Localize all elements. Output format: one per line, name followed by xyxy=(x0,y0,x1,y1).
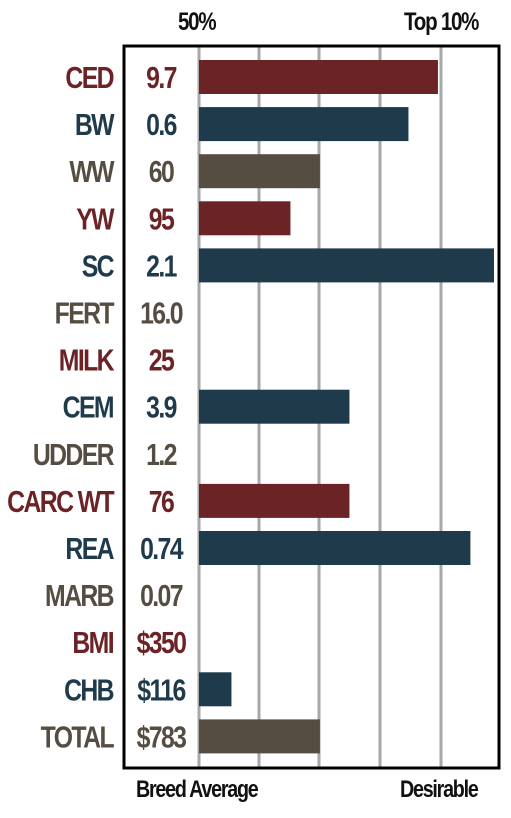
value-label-marb: 0.07 xyxy=(140,578,183,612)
value-label-cem: 3.9 xyxy=(146,390,177,424)
bar-ced xyxy=(199,60,438,94)
bar-sc xyxy=(199,248,494,283)
value-label-bmi: $350 xyxy=(137,626,187,660)
bar-total xyxy=(199,719,320,754)
footer-label-desirable: Desirable xyxy=(400,776,479,803)
value-label-rea: 0.74 xyxy=(140,531,184,565)
trait-label-marb: MARB xyxy=(45,578,113,612)
trait-label-bw: BW xyxy=(75,107,115,141)
trait-label-rea: REA xyxy=(65,531,114,565)
value-label-fert: 16.0 xyxy=(140,296,183,330)
value-label-carc-wt: 76 xyxy=(149,484,174,518)
value-label-milk: 25 xyxy=(149,343,174,377)
value-label-ww: 60 xyxy=(149,155,174,189)
chart-frame xyxy=(122,44,501,770)
bar-rea xyxy=(199,531,471,565)
bar-yw xyxy=(199,201,291,236)
trait-label-total: TOTAL xyxy=(41,720,115,754)
value-label-ced: 9.7 xyxy=(146,60,177,94)
trait-label-sc: SC xyxy=(82,249,115,283)
bar-chb xyxy=(199,672,232,707)
trait-label-carc-wt: CARC WT xyxy=(7,484,114,518)
bar-cem xyxy=(199,389,350,424)
trait-label-bmi: BMI xyxy=(72,626,113,660)
trait-label-cem: CEM xyxy=(63,390,114,424)
value-label-chb: $116 xyxy=(137,673,185,707)
value-label-bw: 0.6 xyxy=(146,107,177,141)
header-label-50-percent: 50% xyxy=(178,8,217,36)
trait-label-ced: CED xyxy=(65,60,114,94)
bar-bw xyxy=(199,107,409,142)
trait-label-ww: WW xyxy=(69,155,115,189)
value-label-total: $783 xyxy=(137,720,187,754)
trait-label-fert: FERT xyxy=(55,296,115,330)
bar-carc-wt xyxy=(199,483,350,518)
header-label-top-10-percent: Top 10% xyxy=(404,8,479,36)
value-label-yw: 95 xyxy=(149,202,174,236)
trait-label-yw: YW xyxy=(76,202,115,236)
trait-label-udder: UDDER xyxy=(33,437,115,471)
footer-label-breed-average: Breed Average xyxy=(136,776,259,803)
trait-label-milk: MILK xyxy=(59,343,115,377)
value-label-sc: 2.1 xyxy=(146,249,177,283)
trait-label-chb: CHB xyxy=(64,673,113,707)
value-label-udder: 1.2 xyxy=(146,437,177,471)
bar-ww xyxy=(199,154,320,189)
